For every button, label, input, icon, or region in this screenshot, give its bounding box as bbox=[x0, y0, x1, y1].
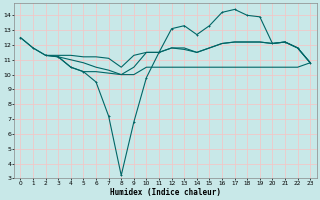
X-axis label: Humidex (Indice chaleur): Humidex (Indice chaleur) bbox=[110, 188, 221, 197]
